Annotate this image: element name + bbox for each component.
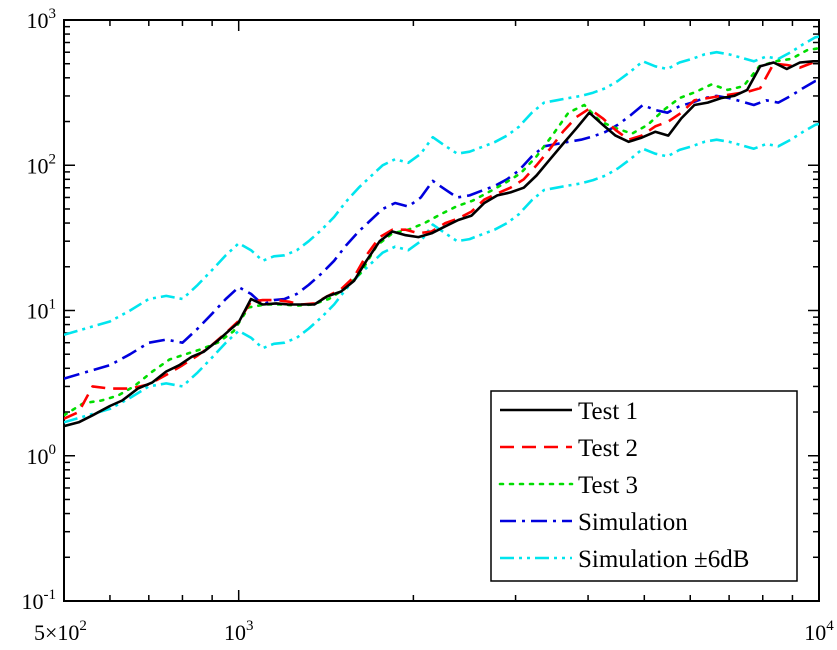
y-tick-label: 10-1: [22, 587, 57, 614]
series-line-test-3: [64, 46, 819, 417]
y-tick-label: 103: [27, 6, 57, 33]
legend-label: Test 1: [578, 398, 638, 425]
legend-label: Simulation ±6dB: [578, 546, 749, 573]
tick-labels: 5×102 103 104 10-1 100 101 102 103: [22, 6, 835, 645]
series-line-simulation-6db: [64, 35, 819, 337]
x-tick-label: 5×102: [34, 618, 87, 645]
y-tick-label: 102: [27, 151, 57, 178]
series-layer: [64, 35, 819, 428]
axis-ticks: [63, 19, 820, 602]
x-tick-label: 103: [224, 618, 254, 645]
legend-box: [490, 390, 798, 582]
legend: Test 1 Test 2 Test 3 Simulation Simulation ±…: [490, 390, 798, 582]
legend-label: Test 3: [578, 472, 638, 499]
legend-label: Simulation: [578, 509, 688, 536]
series-line-simulation-6db-lower: [64, 122, 819, 424]
y-tick-label: 101: [27, 297, 57, 324]
legend-label: Test 2: [578, 435, 638, 462]
y-tick-label: 100: [27, 442, 57, 469]
series-line-test-1: [64, 60, 819, 428]
x-tick-label: 104: [804, 618, 834, 645]
